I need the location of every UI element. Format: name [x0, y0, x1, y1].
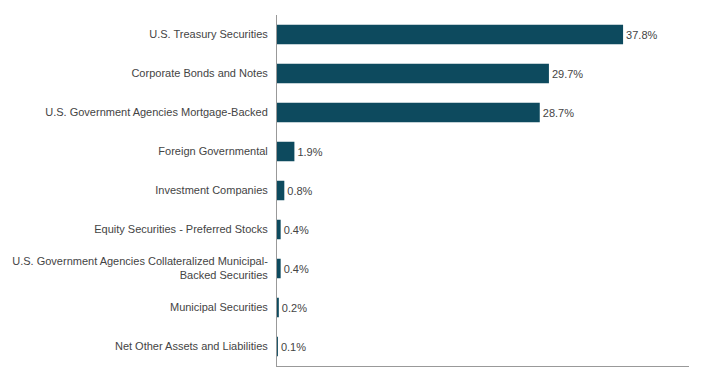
svg-text:Equity Securities - Preferred: Equity Securities - Preferred Stocks: [94, 223, 268, 235]
svg-text:Net Other Assets and Liabiliti: Net Other Assets and Liabilities: [115, 340, 268, 352]
svg-text:0.1%: 0.1%: [281, 341, 306, 353]
svg-text:1.9%: 1.9%: [297, 146, 322, 158]
svg-text:U.S. Treasury Securities: U.S. Treasury Securities: [149, 28, 268, 40]
svg-text:Investment Companies: Investment Companies: [155, 184, 268, 196]
svg-text:29.7%: 29.7%: [552, 68, 583, 80]
svg-text:28.7%: 28.7%: [543, 107, 574, 119]
svg-text:0.2%: 0.2%: [282, 302, 307, 314]
svg-text:Foreign Governmental: Foreign Governmental: [158, 145, 267, 157]
svg-text:0.4%: 0.4%: [284, 263, 309, 275]
svg-text:U.S. Government Agencies Colla: U.S. Government Agencies Collateralized …: [12, 255, 268, 281]
svg-text:0.4%: 0.4%: [284, 224, 309, 236]
svg-text:0.8%: 0.8%: [287, 185, 312, 197]
svg-text:Corporate Bonds and Notes: Corporate Bonds and Notes: [131, 67, 268, 79]
svg-text:37.8%: 37.8%: [626, 29, 657, 41]
svg-text:Municipal Securities: Municipal Securities: [170, 301, 268, 313]
svg-text:U.S. Government Agencies Mortg: U.S. Government Agencies Mortgage-Backed: [45, 106, 268, 118]
